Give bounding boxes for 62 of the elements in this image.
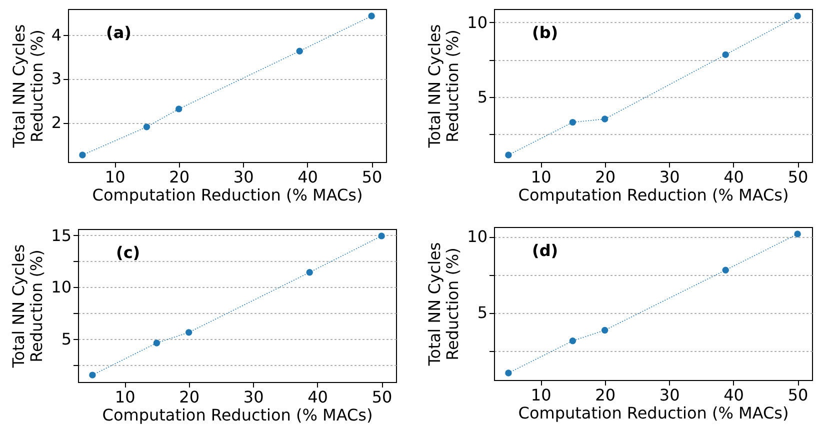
x-tick-label: 30 <box>659 168 680 186</box>
y-axis-title: Total NN Cycles Reduction (%) <box>9 244 46 369</box>
y-tick-label: 2 <box>51 113 62 132</box>
point <box>601 116 608 122</box>
x-tick-label: 30 <box>243 388 264 406</box>
x-tick-label: 50 <box>788 386 808 404</box>
y-tick-label: 5 <box>477 87 488 106</box>
y-tick-label: 3 <box>51 69 62 88</box>
point <box>569 118 576 126</box>
y-tick-label: 10 <box>51 278 72 297</box>
y-axis-title: Total NN Cycles Reduction (%) <box>425 24 462 149</box>
x-tick-label: 40 <box>298 168 318 186</box>
point <box>143 124 150 130</box>
point <box>722 266 729 274</box>
annotation: (b) <box>532 23 558 42</box>
y-axis-title: Total NN Cycles Reduction (%) <box>9 24 46 149</box>
x-tick-label: 40 <box>724 168 744 186</box>
x-tick-label: 20 <box>595 386 616 404</box>
point <box>505 370 512 376</box>
point <box>368 12 375 20</box>
x-tick-label: 20 <box>169 168 190 186</box>
point <box>79 152 86 158</box>
point <box>569 338 576 344</box>
y-tick-label: 15 <box>51 226 72 245</box>
y-tick-label: 5 <box>477 303 488 322</box>
point <box>378 232 385 240</box>
x-axis-title: Computation Reduction (% MACs) <box>102 406 373 424</box>
point <box>794 230 801 238</box>
x-tick-label: 50 <box>372 388 392 406</box>
annotation: (d) <box>532 241 558 260</box>
y-tick-label: 4 <box>51 25 62 44</box>
point <box>794 12 801 20</box>
point <box>722 51 729 58</box>
point <box>306 269 313 276</box>
x-tick-label: 50 <box>788 168 808 186</box>
x-tick-label: 10 <box>530 168 552 186</box>
y-tick-label: 5 <box>61 330 72 349</box>
x-tick-label: 40 <box>308 388 328 406</box>
x-tick-label: 10 <box>530 386 552 404</box>
x-tick-label: 30 <box>233 168 254 186</box>
x-tick-label: 20 <box>595 168 616 186</box>
point <box>185 329 192 336</box>
x-tick-label: 40 <box>724 386 744 404</box>
annotation: (a) <box>106 23 132 42</box>
point <box>153 340 160 346</box>
x-axis-title: Computation Reduction (% MACs) <box>518 404 789 422</box>
x-tick-label: 50 <box>362 168 382 186</box>
y-tick-label: 10 <box>467 227 488 246</box>
point <box>601 326 608 334</box>
x-axis-title: Computation Reduction (% MACs) <box>518 186 789 204</box>
x-tick-label: 10 <box>104 168 126 186</box>
x-tick-label: 30 <box>659 386 680 404</box>
point <box>175 106 182 112</box>
point <box>89 372 96 378</box>
y-tick-label: 10 <box>467 12 488 32</box>
annotation: (c) <box>116 243 140 262</box>
point <box>505 152 512 158</box>
x-axis-title: Computation Reduction (% MACs) <box>92 186 363 204</box>
point <box>296 48 303 54</box>
y-axis-title: Total NN Cycles Reduction (%) <box>425 242 462 367</box>
x-tick-label: 10 <box>114 388 136 406</box>
x-tick-label: 20 <box>179 388 200 406</box>
